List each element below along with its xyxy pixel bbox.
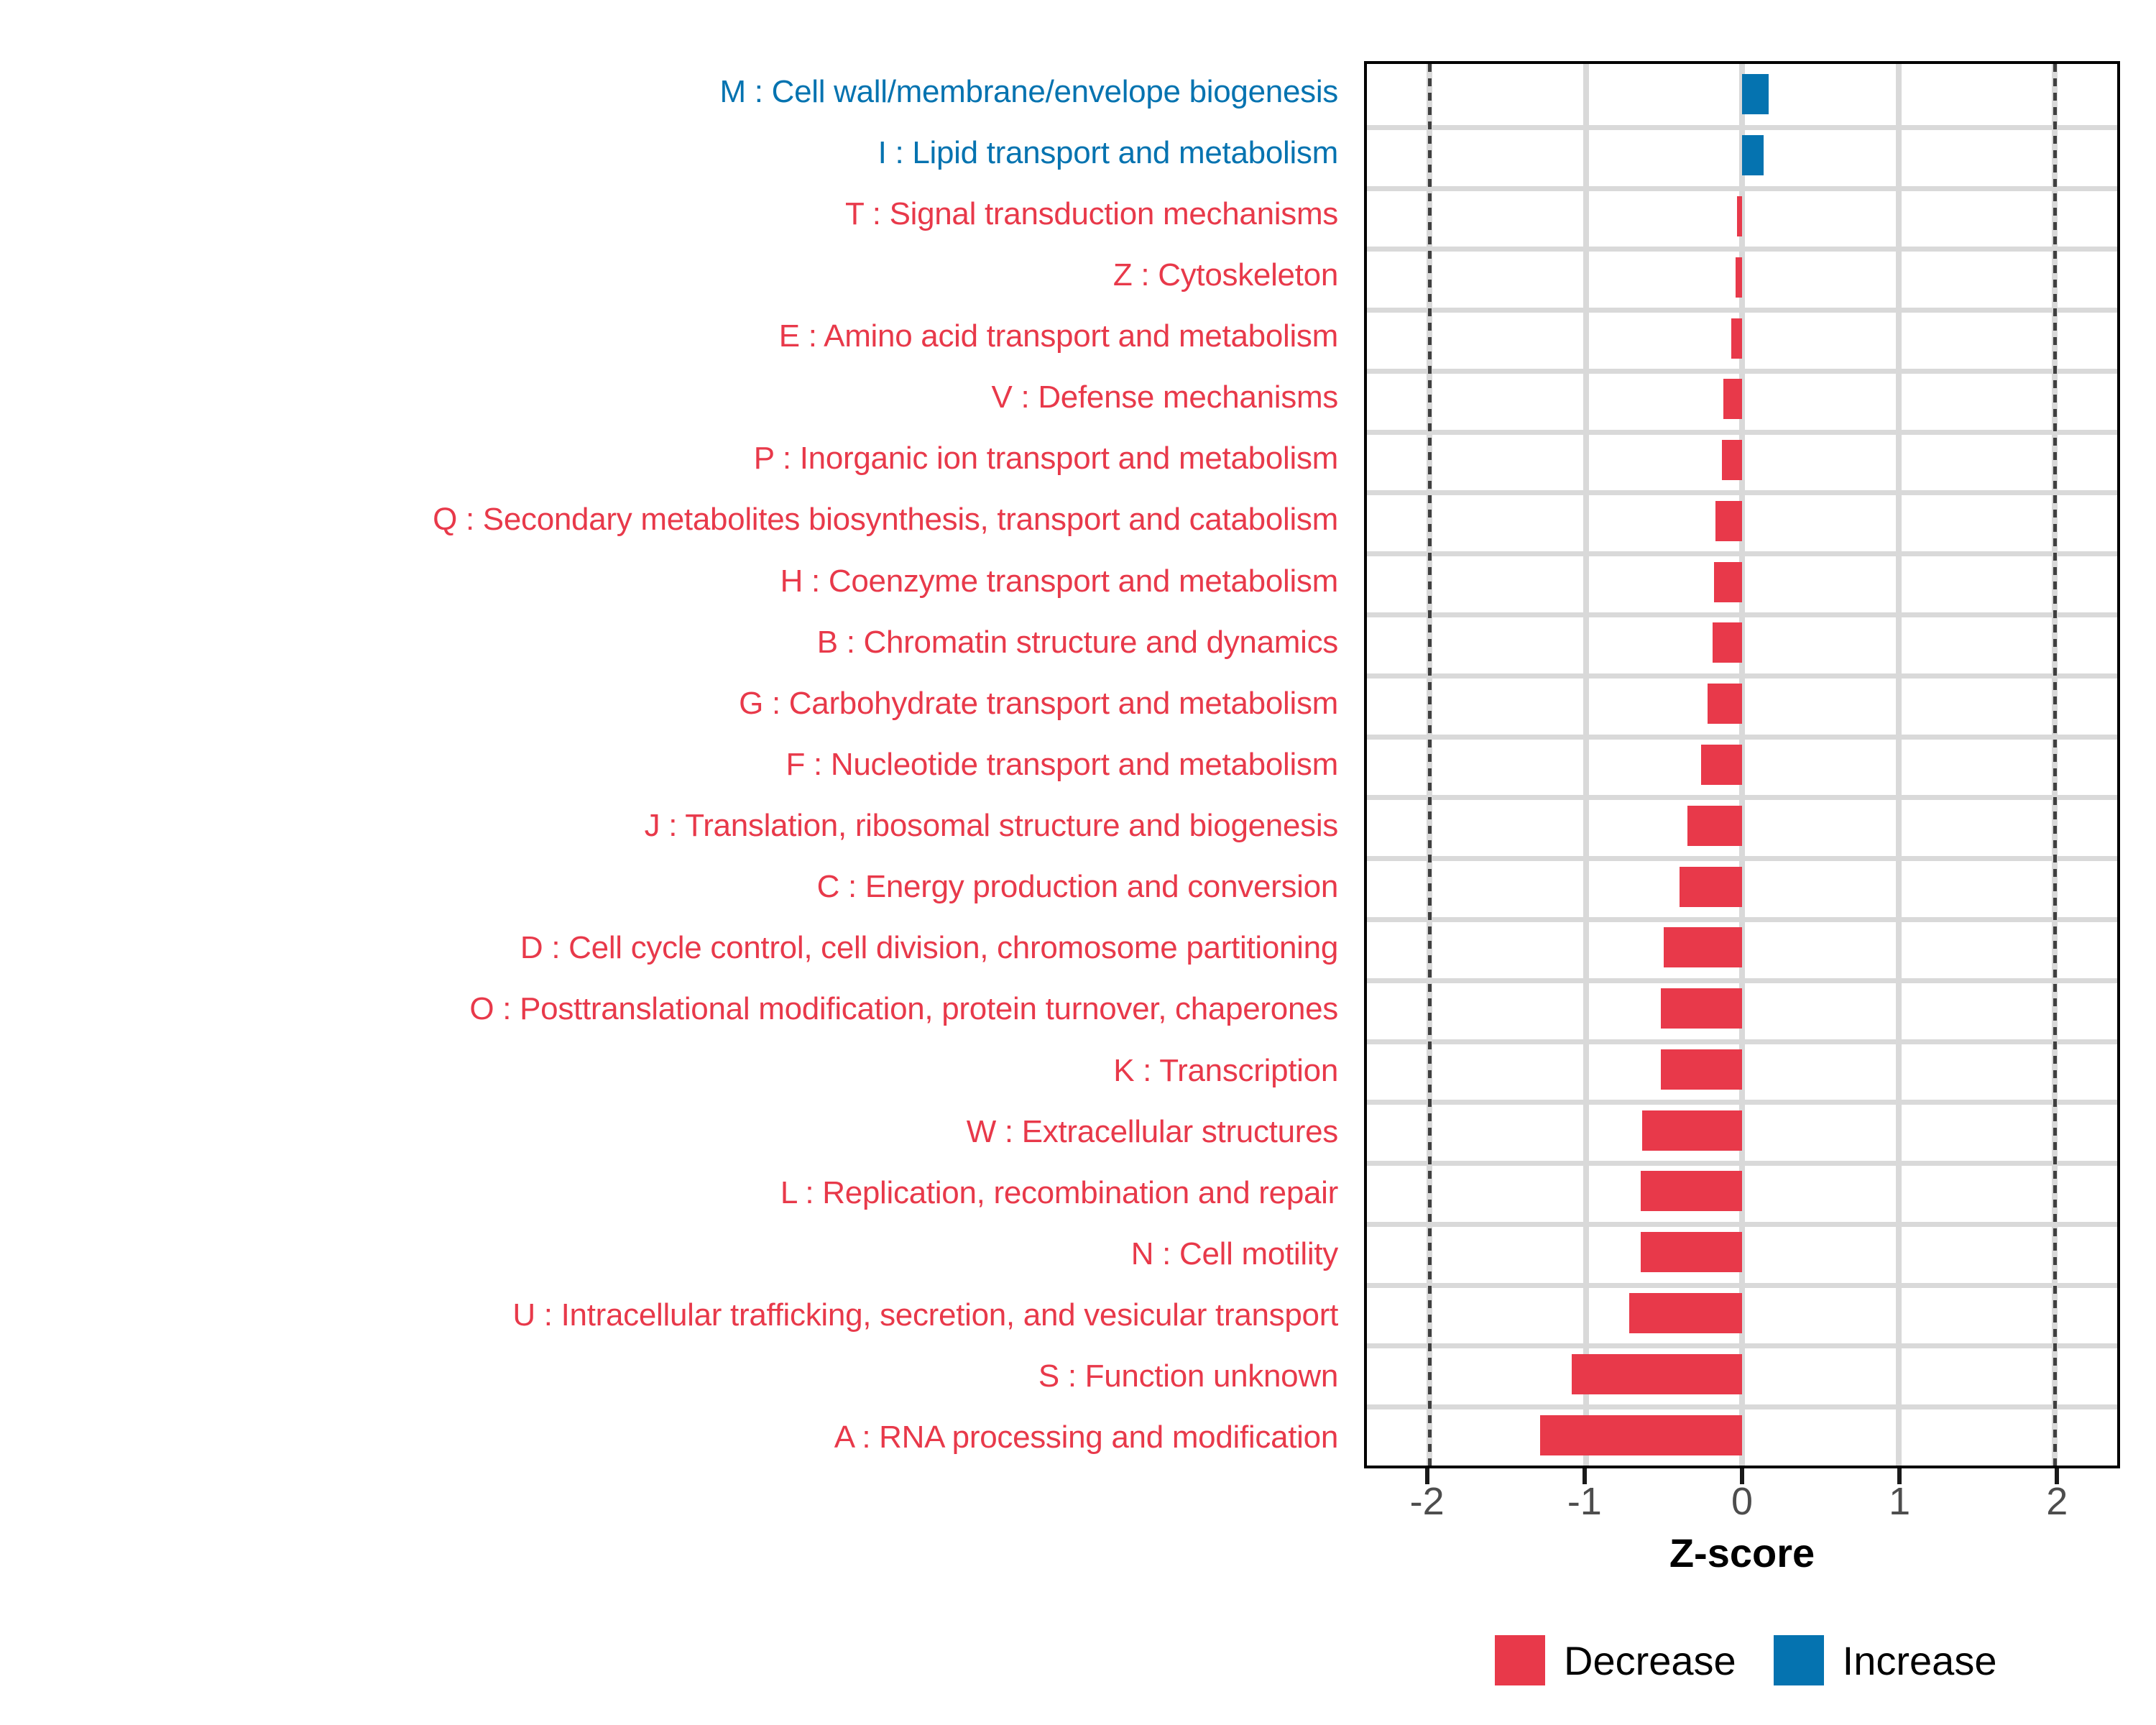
bar-row [1367,1404,2117,1466]
plot-panel [1364,61,2120,1468]
category-label: C : Energy production and conversion [816,869,1339,905]
category-label: I : Lipid transport and metabolism [877,134,1339,170]
category-label: L : Replication, recombination and repai… [780,1174,1338,1210]
bar-row [1367,856,2117,917]
x-axis-ticks [1364,1468,2120,1484]
bar-row [1367,430,2117,491]
x-axis-tick [1897,1468,1902,1484]
bar-row [1367,308,2117,369]
bar-row [1367,1039,2117,1100]
bar[interactable] [1640,1232,1742,1273]
bar-row [1367,1343,2117,1404]
bar-row [1367,247,2117,308]
category-label: V : Defense mechanisms [991,380,1339,415]
x-axis-title: Z-score [1669,1530,1815,1576]
legend-item[interactable]: Decrease [1495,1635,1774,1685]
bar-row [1367,186,2117,247]
bar[interactable] [1660,1049,1742,1090]
legend-swatch [1495,1635,1545,1685]
category-label: B : Chromatin structure and dynamics [816,624,1339,660]
category-label: T : Signal transduction mechanisms [845,196,1338,231]
x-axis-tick [1582,1468,1587,1484]
x-axis-tick [1740,1468,1744,1484]
reference-line [2053,64,2057,1466]
bar-row [1367,64,2117,125]
bar-row [1367,735,2117,796]
bar[interactable] [1723,379,1742,420]
bar[interactable] [1712,622,1742,663]
category-label: J : Translation, ribosomal structure and… [644,808,1339,844]
bar-row [1367,917,2117,978]
bar[interactable] [1664,927,1742,968]
bar-row [1367,1222,2117,1283]
legend-label: Increase [1842,1637,1997,1683]
bar-row [1367,795,2117,856]
bar-series [1367,64,2117,1466]
bar[interactable] [1721,440,1742,481]
category-label: O : Posttranslational modification, prot… [469,991,1338,1027]
legend-swatch [1773,1635,1824,1685]
category-label: K : Transcription [1113,1052,1338,1088]
bar[interactable] [1680,866,1742,907]
bar-row [1367,673,2117,735]
bar[interactable] [1737,196,1742,236]
bar[interactable] [1708,684,1742,724]
x-axis-tick-label: -1 [1567,1480,1602,1523]
bar[interactable] [1660,988,1742,1029]
bar-row [1367,369,2117,430]
category-label: G : Carbohydrate transport and metabolis… [739,685,1338,721]
bar[interactable] [1641,1110,1742,1151]
bar[interactable] [1742,135,1764,176]
bar[interactable] [1571,1353,1742,1394]
bar-row [1367,978,2117,1039]
category-label: Z : Cytoskeleton [1112,257,1338,293]
plot-inner [1367,64,2117,1466]
bar[interactable] [1629,1293,1742,1334]
category-label: N : Cell motility [1130,1236,1339,1271]
bar[interactable] [1736,257,1742,298]
category-label: U : Intracellular trafficking, secretion… [512,1297,1338,1333]
bar[interactable] [1701,744,1742,785]
chart-legend: Decrease Increase [1495,1635,2034,1685]
legend-label: Decrease [1564,1637,1736,1683]
x-axis-tick-label: 0 [1731,1480,1754,1523]
category-axis-labels: M : Cell wall/membrane/envelope biogenes… [0,61,1351,1468]
x-axis-tick [1424,1468,1429,1484]
category-label: W : Extracellular structures [966,1113,1339,1149]
bar[interactable] [1640,1171,1742,1212]
x-axis-tick-label: 1 [1889,1480,1911,1523]
vertical-gridline [1739,64,1745,1466]
bar[interactable] [1715,500,1742,541]
category-label: M : Cell wall/membrane/envelope biogenes… [719,73,1338,109]
bar[interactable] [1742,74,1769,115]
bar[interactable] [1731,318,1742,359]
category-label: A : RNA processing and modification [834,1420,1339,1455]
bar[interactable] [1687,805,1742,846]
x-axis-tick [2055,1468,2060,1484]
bar-row [1367,551,2117,612]
bar-row [1367,612,2117,673]
category-label: D : Cell cycle control, cell division, c… [520,930,1338,966]
category-label: S : Function unknown [1038,1358,1338,1394]
x-axis-tick-label: 2 [2046,1480,2068,1523]
bar-row [1367,1100,2117,1161]
bar[interactable] [1713,561,1742,602]
x-axis-tick-labels: -2 -1 0 1 2 [1364,1482,2120,1527]
bar-row [1367,125,2117,186]
vertical-gridline [1895,64,1902,1466]
x-axis-tick-label: -2 [1409,1480,1445,1523]
category-label: Q : Secondary metabolites biosynthesis, … [433,502,1338,538]
category-label: F : Nucleotide transport and metabolism [786,746,1339,782]
reference-line [1427,64,1432,1466]
legend-item[interactable]: Increase [1773,1635,2035,1685]
category-label: H : Coenzyme transport and metabolism [780,563,1339,599]
bar-row [1367,1161,2117,1222]
vertical-gridline [1583,64,1589,1466]
bar[interactable] [1540,1414,1742,1455]
category-label: E : Amino acid transport and metabolism [778,318,1339,354]
category-label: P : Inorganic ion transport and metaboli… [753,441,1339,477]
bar-row [1367,1283,2117,1344]
bar-row [1367,490,2117,551]
